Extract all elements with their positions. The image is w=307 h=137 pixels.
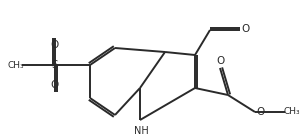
Text: NH: NH xyxy=(134,125,148,135)
Text: O: O xyxy=(256,107,265,117)
Text: S: S xyxy=(51,60,58,70)
Text: O: O xyxy=(217,56,225,66)
Text: O: O xyxy=(51,81,59,91)
Text: O: O xyxy=(241,25,250,35)
Text: CH₃: CH₃ xyxy=(7,61,24,70)
Text: O: O xyxy=(51,39,59,49)
Text: CH₃: CH₃ xyxy=(284,107,300,116)
